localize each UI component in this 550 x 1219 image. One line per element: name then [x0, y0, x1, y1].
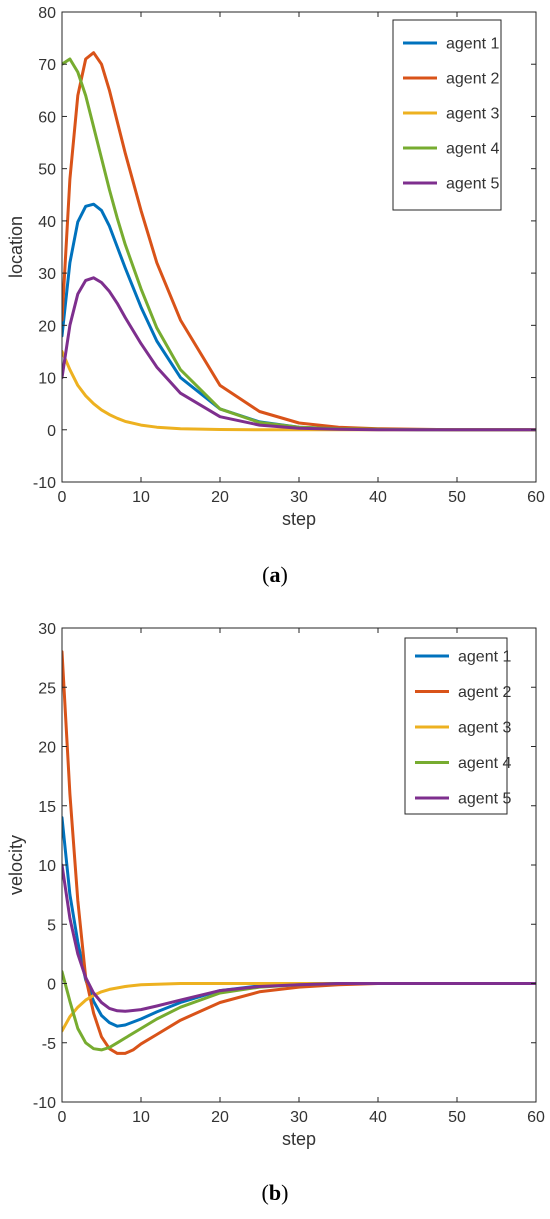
legend-label-agent-5: agent 5 — [446, 176, 499, 193]
y-tick-label: 5 — [47, 917, 56, 934]
series-group — [62, 650, 536, 1055]
y-tick-label: 50 — [38, 162, 56, 179]
y-tick-label: 60 — [38, 109, 56, 126]
y-tick-label: 80 — [38, 5, 56, 22]
y-axis-label: location — [6, 216, 26, 278]
x-tick-label: 50 — [448, 1109, 466, 1126]
legend-label-agent-4: agent 4 — [458, 755, 511, 772]
x-tick-label: 30 — [290, 489, 308, 506]
y-tick-label: 0 — [47, 423, 56, 440]
series-line-agent-5 — [62, 276, 536, 432]
x-axis-label: step — [282, 1129, 316, 1149]
x-axis-label: step — [282, 509, 316, 529]
legend-label-agent-5: agent 5 — [458, 791, 511, 808]
x-tick-label: 0 — [58, 489, 67, 506]
chart-panel-a: 0 10 20 30 40 50 60-1001020304050607080steploc… — [6, 5, 545, 529]
y-axis-label: velocity — [6, 835, 26, 895]
series-line-agent-5 — [62, 863, 536, 1013]
legend-label-agent-1: agent 1 — [446, 36, 499, 53]
y-tick-label: 25 — [38, 680, 56, 697]
x-tick-label: 40 — [369, 489, 387, 506]
legend-label-agent-4: agent 4 — [446, 141, 499, 158]
legend: agent 1 agent 2 agent 3 agent 4 agent 5 — [392, 19, 502, 211]
y-tick-label: -10 — [33, 1095, 56, 1112]
y-tick-label: 15 — [38, 799, 56, 816]
panel-label-b: b — [268, 1180, 282, 1205]
x-tick-label: 50 — [448, 489, 466, 506]
legend-label-agent-3: agent 3 — [458, 720, 511, 737]
y-tick-label: -10 — [33, 475, 56, 492]
panel-caption-b: (b) — [261, 1180, 289, 1205]
x-tick-label: 20 — [211, 489, 229, 506]
x-tick-label: 20 — [211, 1109, 229, 1126]
y-tick-label: 0 — [47, 977, 56, 994]
y-tick-label: -5 — [42, 1036, 56, 1053]
y-tick-label: 10 — [38, 371, 56, 388]
chart-panel-b: 0 10 20 30 40 50 60 -10 -5 0 5 10 15 20 25 30 step veloci… — [6, 621, 545, 1149]
x-tick-label: 30 — [290, 1109, 308, 1126]
y-tick-label: 20 — [38, 740, 56, 757]
legend-label-agent-3: agent 3 — [446, 106, 499, 123]
y-tick-label: 70 — [38, 57, 56, 74]
panel-caption-a: (a) — [262, 562, 288, 587]
legend-label-agent-1: agent 1 — [458, 649, 511, 666]
panel-label-a: a — [269, 562, 281, 587]
series-group — [62, 51, 536, 432]
y-tick-label: 30 — [38, 621, 56, 638]
x-tick-label: 10 — [132, 1109, 150, 1126]
legend-label-agent-2: agent 2 — [458, 684, 511, 701]
legend: agent 1 agent 2 agent 3 agent 4 agent 5 — [404, 637, 511, 815]
x-tick-label: 60 — [527, 1109, 545, 1126]
y-tick-label: 40 — [38, 214, 56, 231]
x-tick-label: 0 — [58, 1109, 67, 1126]
y-tick-label: 10 — [38, 858, 56, 875]
x-tick-label: 60 — [527, 489, 545, 506]
y-tick-label: 30 — [38, 266, 56, 283]
x-tick-label: 40 — [369, 1109, 387, 1126]
legend-label-agent-2: agent 2 — [446, 71, 499, 88]
y-tick-label: 20 — [38, 318, 56, 335]
legend-box — [392, 19, 502, 211]
x-tick-label: 10 — [132, 489, 150, 506]
